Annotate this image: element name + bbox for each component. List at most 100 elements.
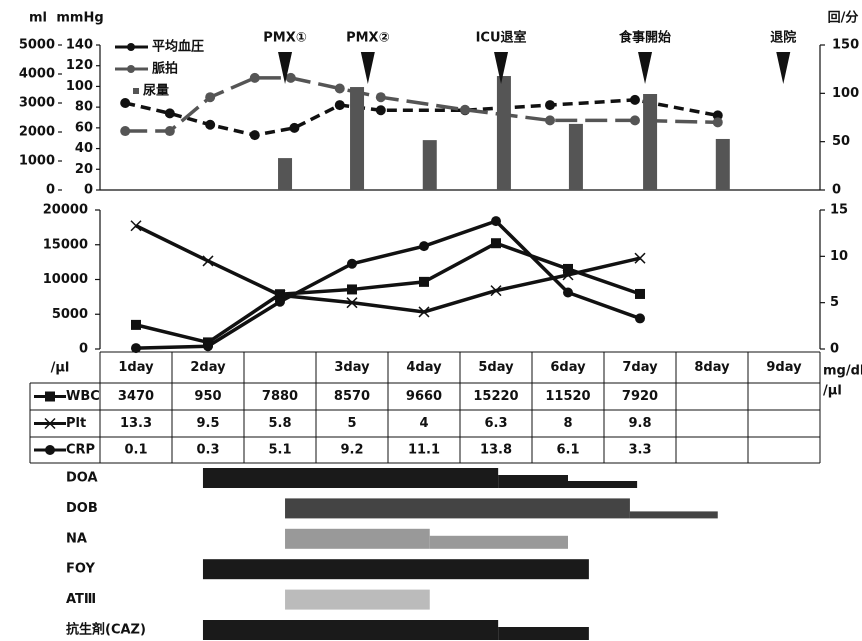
annotation-arrow [360, 52, 375, 84]
x-tick-label: 9day [766, 360, 802, 375]
marker [563, 287, 573, 298]
marker [205, 92, 216, 103]
marker [203, 341, 213, 352]
drug-bar [202, 559, 589, 580]
y-tick-label: 5000 [19, 38, 55, 53]
marker [164, 126, 175, 137]
y3-tick-label: 20 [75, 162, 93, 177]
drug-bar [498, 475, 568, 488]
table-cell: 4 [419, 416, 428, 431]
y2-tick-label: 10 [830, 249, 848, 264]
x-tick-label: 7day [622, 360, 658, 375]
drug-label: NA [66, 531, 87, 546]
drug-label: ATⅢ [66, 592, 96, 607]
legend-label: 尿量 [143, 84, 169, 99]
marker [491, 216, 501, 227]
y2-label: 回/分 [828, 10, 859, 26]
legend-label: 脈拍 [152, 61, 178, 77]
table-cell: 3.3 [628, 443, 651, 458]
y-tick-label: 0 [46, 183, 55, 198]
row-label: Plt [66, 416, 86, 431]
table-cell: 950 [194, 389, 221, 404]
y3-tick-label: 40 [75, 141, 93, 156]
line [135, 224, 641, 314]
y3-tick-label: 140 [66, 38, 93, 53]
annotation: 退院 [770, 30, 796, 46]
y-label: /μl [51, 361, 70, 376]
y-tick-label: 1000 [19, 154, 55, 169]
drug-bar [568, 481, 638, 488]
y3-tick-label: 120 [66, 58, 93, 73]
drug-label: 抗生剤(CAZ) [66, 622, 146, 638]
table-cell: 9.5 [196, 416, 219, 431]
marker [375, 105, 386, 116]
y2-tick-label: 0 [832, 183, 841, 198]
table-cell: 5 [347, 416, 356, 431]
x-tick-label: 1day [118, 360, 154, 375]
x-tick-label: 5day [478, 360, 514, 375]
drug-label: DOB [66, 501, 98, 516]
table-cell: 6.1 [556, 443, 579, 458]
marker [120, 98, 131, 108]
y-tick-label: 3000 [19, 96, 55, 111]
marker [629, 94, 640, 105]
y2-tick-label: 15 [830, 203, 848, 218]
marker [44, 417, 56, 430]
marker [563, 263, 573, 274]
drug-bar [202, 620, 499, 640]
marker [460, 104, 471, 115]
annotation: PMX① [263, 31, 307, 46]
drug-label: FOY [66, 562, 95, 577]
table-cell: 9660 [406, 389, 442, 404]
marker [491, 238, 501, 249]
table-cell: 13.3 [120, 416, 152, 431]
line [125, 76, 718, 133]
y-tick-label: 2000 [19, 125, 55, 140]
marker [205, 119, 216, 130]
annotation-arrow [776, 52, 791, 84]
marker [712, 110, 723, 121]
marker [130, 220, 142, 232]
table-cell: 7920 [622, 389, 658, 404]
annotation-arrow [278, 52, 293, 84]
line [135, 219, 641, 350]
table-cell: 5.8 [268, 416, 291, 431]
marker [131, 343, 141, 354]
marker [346, 297, 358, 309]
marker [289, 122, 300, 133]
table-cell: 0.3 [196, 443, 219, 458]
x-tick-label: 3day [334, 360, 370, 375]
drug-bar [498, 627, 589, 640]
drug-bar [285, 589, 430, 610]
x-tick-label: 8day [694, 360, 730, 375]
line [135, 241, 641, 345]
table-cell: 11520 [545, 389, 590, 404]
drug-bar [629, 511, 718, 519]
y-tick-label: 10000 [43, 272, 88, 287]
legend-label: 平均血圧 [152, 39, 204, 55]
bar [715, 138, 730, 190]
y2-tick-label: 100 [832, 86, 859, 101]
marker [562, 269, 574, 281]
marker [418, 306, 430, 318]
y-label: ml [29, 11, 47, 26]
bar [643, 94, 658, 190]
table-cell: 9.8 [628, 416, 651, 431]
bar [422, 140, 437, 190]
drug-bar [285, 498, 630, 519]
marker [545, 100, 555, 111]
marker [202, 255, 214, 267]
y3-label: mmHg [56, 11, 103, 26]
table-cell: 6.3 [484, 416, 507, 431]
table-cell: 9.2 [340, 443, 363, 458]
x-tick-label: 2day [190, 360, 226, 375]
annotation-arrow [494, 52, 509, 84]
y-tick-label: 15000 [43, 237, 88, 252]
marker [419, 276, 429, 287]
annotation: 食事開始 [619, 30, 671, 46]
y2-tick-label: 0 [830, 342, 839, 357]
y2-label: mg/dl [823, 364, 862, 379]
marker [285, 72, 296, 83]
table-cell: 15220 [473, 389, 518, 404]
